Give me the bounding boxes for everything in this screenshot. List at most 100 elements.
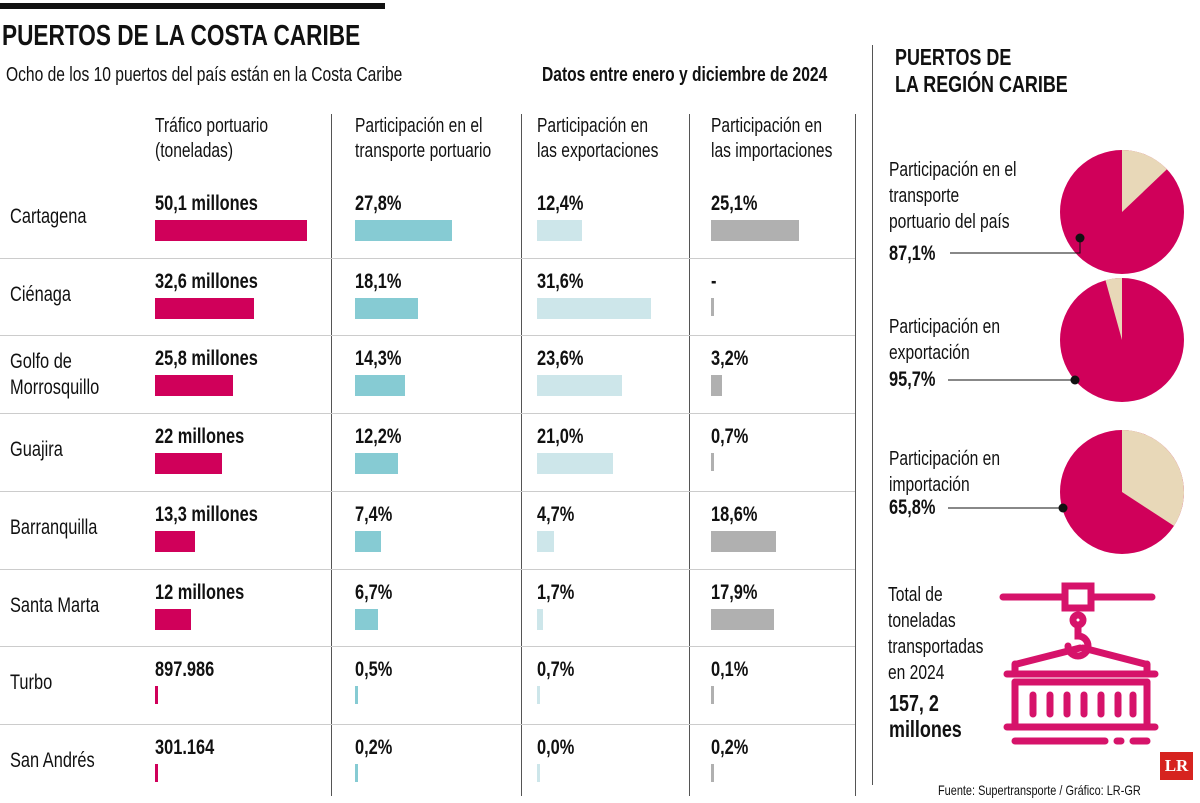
- imports-bar: [711, 453, 714, 472]
- imports-bar: [711, 608, 774, 630]
- exports-bar: [537, 763, 540, 782]
- pie-callout-line: [950, 238, 1081, 254]
- port-name-line: Golfo de: [10, 350, 72, 374]
- port-name-line: Turbo: [10, 671, 53, 695]
- port-name: Barranquilla: [10, 515, 97, 541]
- imports-value: 18,6%: [711, 502, 758, 526]
- port-name-line: Ciénaga: [10, 282, 72, 306]
- exports-bar: [537, 375, 622, 397]
- row-divider: [0, 490, 855, 492]
- port-name-line: Cartagena: [10, 205, 87, 228]
- transport-bar: [355, 608, 379, 630]
- imports-value: -: [711, 269, 717, 293]
- pie-label: Participación en el transporte portuario d…: [889, 157, 1016, 235]
- port-name-line: Barranquilla: [10, 515, 98, 539]
- exports-value: 12,4%: [537, 192, 584, 215]
- total-label-line: en 2024: [888, 662, 945, 684]
- pie-label-line: Participación en: [889, 316, 1001, 338]
- traffic-bar: [155, 530, 196, 552]
- pie-label-line: Participación en el: [889, 159, 1017, 181]
- column-header-traffic: Tráfico portuario (toneladas): [155, 114, 268, 164]
- pie-panel-title: PUERTOS DE LA REGIÓN CARIBE: [895, 44, 1068, 98]
- transport-bar: [355, 453, 398, 475]
- source-note: Fuente: Supertransporte / Gráfico: LR-GR: [938, 782, 1141, 798]
- row-divider: [0, 335, 855, 337]
- port-name: San Andrés: [10, 748, 95, 774]
- traffic-value: 897.986: [155, 658, 215, 682]
- port-name-line: San Andrés: [10, 748, 95, 772]
- row-divider: [0, 257, 855, 259]
- transport-bar: [355, 375, 406, 397]
- exports-value: 31,6%: [537, 269, 584, 293]
- imports-bar: [711, 375, 723, 397]
- row-divider: [0, 413, 855, 415]
- pie-callout-dot: [1075, 233, 1085, 243]
- column-divider: [689, 114, 690, 796]
- imports-value: 0,1%: [711, 658, 749, 682]
- exports-value: 0,7%: [537, 658, 575, 682]
- traffic-value: 12 millones: [155, 580, 245, 604]
- imports-bar: [711, 220, 799, 241]
- traffic-value: 32,6 millones: [155, 269, 258, 293]
- exports-bar: [537, 608, 544, 630]
- exports-bar: [537, 453, 613, 475]
- exports-value: 21,0%: [537, 425, 584, 449]
- column-header-imports: Participación en las importaciones: [711, 114, 832, 164]
- transport-value: 14,3%: [355, 347, 402, 371]
- port-name: Cartagena: [10, 204, 87, 230]
- imports-value: 25,1%: [711, 192, 758, 215]
- transport-bar: [355, 686, 358, 705]
- pie-value: 65,8%: [889, 496, 936, 519]
- column-divider: [331, 114, 332, 796]
- transport-value: 6,7%: [355, 580, 393, 604]
- traffic-value: 301.164: [155, 735, 215, 759]
- row-divider: [0, 568, 855, 570]
- exports-value: 23,6%: [537, 347, 584, 371]
- port-name: Santa Marta: [10, 593, 99, 619]
- traffic-bar: [155, 453, 222, 475]
- lr-logo: LR: [1160, 752, 1193, 780]
- transport-bar: [355, 530, 381, 552]
- column-divider: [521, 114, 522, 796]
- subtitle: Ocho de los 10 puertos del país están en…: [6, 64, 403, 86]
- transport-bar: [355, 220, 453, 241]
- imports-bar: [711, 297, 714, 316]
- exports-bar: [537, 530, 554, 552]
- imports-bar: [711, 686, 714, 705]
- total-label-line: transportadas: [888, 636, 984, 658]
- pie-label-line: importación: [889, 474, 970, 496]
- header-line: Participación en: [537, 115, 649, 137]
- exports-bar: [537, 220, 582, 241]
- port-name-line: Morrosquillo: [10, 376, 100, 400]
- traffic-bar: [155, 297, 254, 319]
- row-divider: [0, 723, 855, 725]
- pie-rest-slice: [1105, 278, 1122, 340]
- exports-bar: [537, 297, 651, 319]
- port-name: Golfo de Morrosquillo: [10, 349, 99, 401]
- exports-value: 4,7%: [537, 502, 575, 526]
- crane-container-icon: [999, 582, 1159, 745]
- traffic-value: 50,1 millones: [155, 192, 258, 215]
- transport-bar: [355, 297, 419, 319]
- transport-value: 0,2%: [355, 735, 393, 759]
- panel-divider: [872, 45, 873, 785]
- exports-bar: [537, 686, 540, 705]
- transport-value: 0,5%: [355, 658, 393, 682]
- traffic-value: 25,8 millones: [155, 347, 258, 371]
- column-divider: [855, 114, 856, 796]
- total-label-line: toneladas: [888, 610, 956, 632]
- pie-callout-dot: [1070, 375, 1080, 385]
- transport-value: 18,1%: [355, 269, 402, 293]
- imports-bar: [711, 763, 714, 782]
- port-name: Turbo: [10, 670, 52, 696]
- header-line: Participación en el: [355, 115, 483, 137]
- pie-value: 95,7%: [889, 368, 936, 391]
- column-header-transport: Participación en el transporte portuario: [355, 114, 491, 164]
- pie-rest-slice: [1122, 150, 1167, 212]
- header-line: las exportaciones: [537, 140, 659, 162]
- port-name: Ciénaga: [10, 282, 71, 308]
- total-label-line: Total de: [888, 584, 943, 606]
- imports-bar: [711, 530, 777, 552]
- header-line: Participación en: [711, 115, 823, 137]
